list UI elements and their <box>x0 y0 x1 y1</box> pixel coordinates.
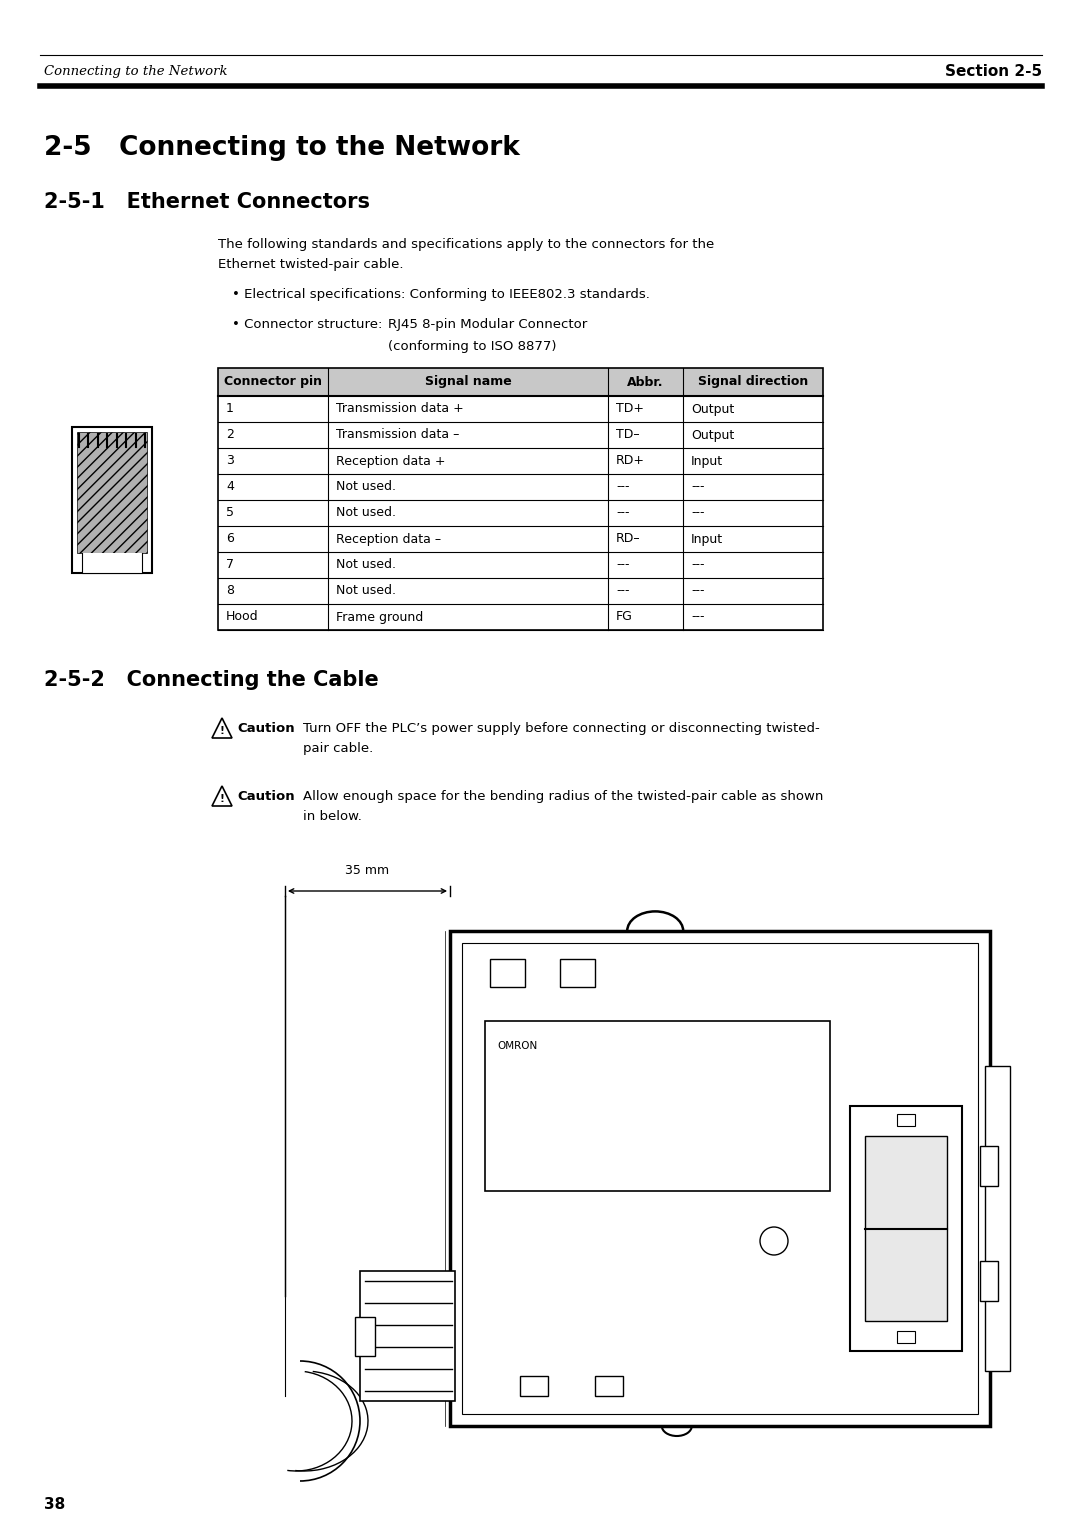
Bar <box>82 553 141 573</box>
Bar <box>490 960 525 987</box>
Bar <box>77 432 147 553</box>
Text: 8: 8 <box>226 585 234 597</box>
Text: 6: 6 <box>226 532 234 545</box>
Text: 35 mm: 35 mm <box>346 863 390 877</box>
Text: Output: Output <box>691 428 734 442</box>
Bar <box>519 1377 548 1397</box>
Bar <box>850 1106 962 1351</box>
Bar <box>218 368 823 630</box>
Text: 1: 1 <box>226 402 234 416</box>
Bar <box>218 368 823 396</box>
Text: RD–: RD– <box>616 532 640 545</box>
Text: 2-5-1   Ethernet Connectors: 2-5-1 Ethernet Connectors <box>44 193 370 212</box>
Text: TD–: TD– <box>616 428 639 442</box>
Bar <box>360 1271 455 1401</box>
Bar <box>985 1067 1010 1371</box>
Text: Not used.: Not used. <box>336 585 396 597</box>
Bar <box>561 960 595 987</box>
Text: Hood: Hood <box>226 611 258 623</box>
Text: Connecting to the Network: Connecting to the Network <box>44 66 228 78</box>
Bar <box>485 1021 831 1190</box>
Bar <box>462 943 978 1413</box>
Bar <box>897 1331 915 1343</box>
Text: (conforming to ISO 8877): (conforming to ISO 8877) <box>388 341 556 353</box>
Text: Input: Input <box>691 532 724 545</box>
Bar <box>72 426 152 573</box>
Text: ---: --- <box>616 506 630 520</box>
Text: Not used.: Not used. <box>336 559 396 571</box>
Bar <box>450 931 990 1426</box>
Text: 2: 2 <box>226 428 234 442</box>
Bar <box>980 1146 998 1186</box>
Text: Caution: Caution <box>237 723 295 735</box>
Text: Caution: Caution <box>237 790 295 804</box>
Text: Frame ground: Frame ground <box>336 611 423 623</box>
Text: Output: Output <box>691 402 734 416</box>
Text: !: ! <box>219 726 225 736</box>
Text: ---: --- <box>616 559 630 571</box>
Text: Signal direction: Signal direction <box>698 376 808 388</box>
Text: RD+: RD+ <box>616 454 645 468</box>
Bar <box>595 1377 623 1397</box>
Text: Section 2-5: Section 2-5 <box>945 64 1042 79</box>
Text: Turn OFF the PLC’s power supply before connecting or disconnecting twisted-: Turn OFF the PLC’s power supply before c… <box>303 723 820 735</box>
Text: ---: --- <box>691 559 704 571</box>
Text: 38: 38 <box>44 1497 65 1513</box>
Text: 2-5-2   Connecting the Cable: 2-5-2 Connecting the Cable <box>44 669 379 691</box>
Text: Abbr.: Abbr. <box>627 376 664 388</box>
Text: ---: --- <box>691 585 704 597</box>
Text: • Connector structure:: • Connector structure: <box>232 318 382 332</box>
Text: Ethernet twisted-pair cable.: Ethernet twisted-pair cable. <box>218 258 404 270</box>
Text: !: ! <box>219 795 225 805</box>
Bar <box>980 1261 998 1300</box>
Bar <box>355 1317 375 1355</box>
Text: Signal name: Signal name <box>424 376 511 388</box>
Bar <box>897 1114 915 1126</box>
Text: • Electrical specifications: Conforming to IEEE802.3 standards.: • Electrical specifications: Conforming … <box>232 287 650 301</box>
Bar <box>865 1135 947 1322</box>
Text: OMRON: OMRON <box>497 1041 537 1051</box>
Text: ---: --- <box>691 480 704 494</box>
Text: 3: 3 <box>226 454 234 468</box>
Text: ---: --- <box>616 480 630 494</box>
Text: RJ45 8-pin Modular Connector: RJ45 8-pin Modular Connector <box>388 318 588 332</box>
Text: 7: 7 <box>226 559 234 571</box>
Text: 5: 5 <box>226 506 234 520</box>
Text: 2-5   Connecting to the Network: 2-5 Connecting to the Network <box>44 134 519 160</box>
Text: FG: FG <box>616 611 633 623</box>
Text: Reception data +: Reception data + <box>336 454 446 468</box>
Text: Not used.: Not used. <box>336 506 396 520</box>
Text: ---: --- <box>691 506 704 520</box>
Text: The following standards and specifications apply to the connectors for the: The following standards and specificatio… <box>218 238 714 251</box>
Text: ---: --- <box>616 585 630 597</box>
Text: Transmission data +: Transmission data + <box>336 402 463 416</box>
Text: pair cable.: pair cable. <box>303 743 374 755</box>
Text: ---: --- <box>691 611 704 623</box>
Text: 4: 4 <box>226 480 234 494</box>
Text: Input: Input <box>691 454 724 468</box>
Text: Connector pin: Connector pin <box>224 376 322 388</box>
Text: Reception data –: Reception data – <box>336 532 441 545</box>
Text: Transmission data –: Transmission data – <box>336 428 459 442</box>
Text: TD+: TD+ <box>616 402 644 416</box>
Text: in below.: in below. <box>303 810 362 824</box>
Text: Not used.: Not used. <box>336 480 396 494</box>
Text: Allow enough space for the bending radius of the twisted-pair cable as shown: Allow enough space for the bending radiu… <box>303 790 823 804</box>
